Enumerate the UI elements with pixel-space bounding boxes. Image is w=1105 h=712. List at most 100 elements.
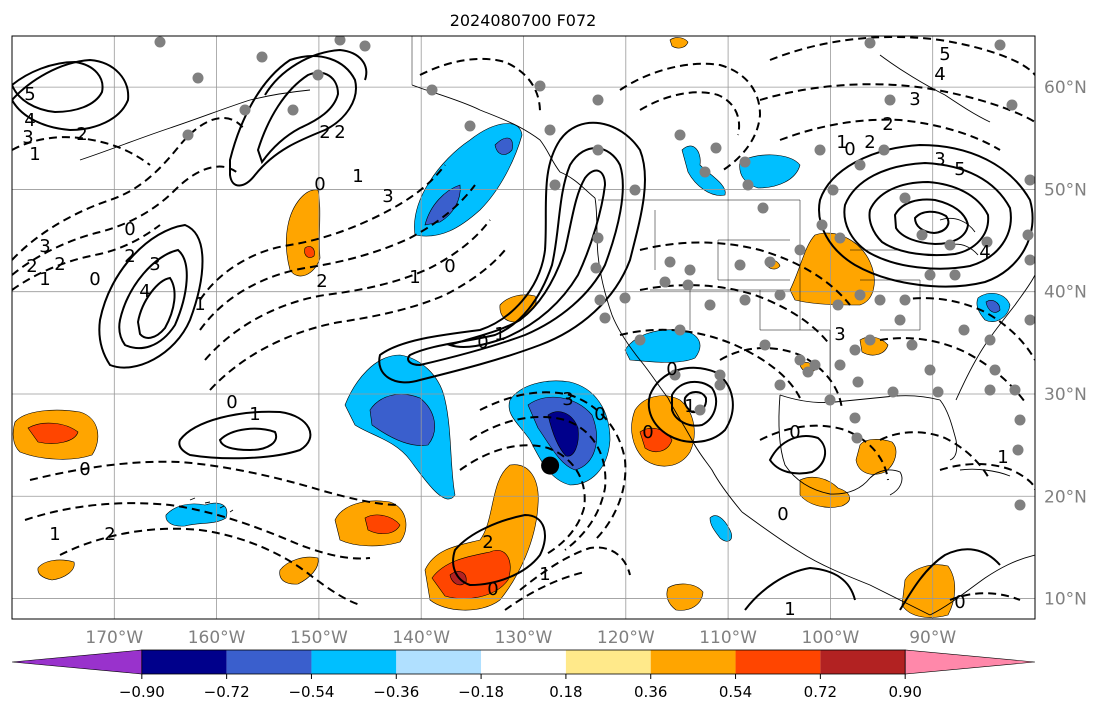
contour-label: 0 [226, 392, 237, 413]
contour-label: 2 [316, 271, 327, 292]
station-dot [426, 84, 438, 96]
positive-anomaly-small-2 [669, 37, 689, 49]
contour-label: 1 [49, 524, 60, 545]
longitude-tick-label: 120°W [597, 628, 655, 648]
station-dot [958, 324, 970, 336]
station-dot [827, 184, 839, 196]
negative-anomaly-small [709, 515, 732, 542]
solid-contours [12, 48, 1034, 611]
negative-anomaly-canada-1 [739, 154, 801, 189]
station-dot [884, 94, 896, 106]
contour-label: 5 [24, 84, 35, 105]
mexico-gulf-coast [778, 394, 871, 495]
map-title: 2024080700 F072 [450, 11, 597, 30]
station-dot [989, 364, 1001, 376]
shaded-anomalies [12, 37, 1011, 618]
colorbar-tick-label: −0.18 [458, 683, 504, 701]
positive-anomaly-mexico-south [799, 476, 850, 508]
colorbar-tick-label: 0.72 [804, 683, 837, 701]
latitude-tick-label: 30°N [1044, 385, 1087, 405]
station-dot [154, 36, 166, 48]
negative-anomaly-hawaii [165, 502, 228, 527]
station-dot [1014, 414, 1026, 426]
station-dot [592, 144, 604, 156]
central-america-coast [929, 554, 1035, 616]
station-dot [592, 94, 604, 106]
station-dot [714, 369, 726, 381]
yucatan [869, 469, 903, 496]
colorbar-outline [141, 649, 906, 675]
contour-label: 0 [777, 504, 788, 525]
station-dot [599, 312, 611, 324]
florida [939, 399, 958, 461]
contour-label: 1 [39, 269, 50, 290]
longitude-tick-label: 90°W [909, 628, 956, 648]
contour-label: 1 [29, 144, 40, 165]
station-dot [669, 369, 681, 381]
alaska-coastline [411, 84, 596, 199]
mexico-pacific-coast [741, 511, 931, 616]
station-dot [664, 256, 676, 268]
contour-label: 1 [539, 564, 550, 585]
station-dot [894, 314, 906, 326]
contour-label: 1 [684, 396, 695, 417]
positive-anomaly-small-1 [37, 559, 75, 581]
station-dot [774, 379, 786, 391]
contour-label: 3 [562, 389, 573, 410]
colorbar-segment [735, 650, 821, 674]
contour-label: 0 [666, 359, 677, 380]
contour-label: 0 [89, 269, 100, 290]
longitude-tick-label: 160°W [188, 628, 246, 648]
station-dot [742, 179, 754, 191]
station-dot [864, 37, 876, 49]
contour-label: 1 [784, 599, 795, 620]
station-dot [714, 379, 726, 391]
colorbar-segment [226, 650, 312, 674]
positive-anomaly-west-pacific-core [27, 422, 79, 444]
station-dot [851, 432, 863, 444]
station-markers [154, 36, 1035, 511]
positive-anomaly-hawaii-south [279, 556, 319, 585]
station-dot [932, 386, 944, 398]
contour-label: 0 [789, 422, 800, 443]
contour-label: 5 [954, 159, 965, 180]
latitude-tick-label: 50°N [1044, 180, 1087, 200]
contour-label: 1 [409, 267, 420, 288]
contour-label: 3 [39, 236, 50, 257]
latitude-tick-label: 40°N [1044, 283, 1087, 303]
colorbar-tick-label: −0.90 [119, 683, 165, 701]
station-dot [704, 299, 716, 311]
station-dot [899, 192, 911, 204]
station-dot [359, 40, 371, 52]
colorbar-tick-label: −0.36 [373, 683, 419, 701]
colorbar-extend-low [11, 649, 143, 675]
station-dot [590, 262, 602, 274]
contour-label: 2 [26, 256, 37, 277]
station-dot [694, 404, 706, 416]
aleutian-chain [79, 89, 311, 161]
station-dot [824, 394, 836, 406]
station-dot [592, 232, 604, 244]
station-dot [981, 236, 993, 248]
station-dot [549, 179, 561, 191]
positive-anomaly-tropical-east-core [431, 550, 511, 599]
contour-label: 0 [642, 422, 653, 443]
contour-label: 3 [22, 127, 33, 148]
station-dot [1024, 314, 1035, 326]
station-dot [984, 334, 996, 346]
contour-label: 0 [487, 579, 498, 600]
negative-anomaly-alaska-core [424, 184, 461, 226]
contour-label: 0 [444, 256, 455, 277]
contour-label: 1 [249, 404, 260, 425]
station-dot [682, 279, 694, 291]
contour-label: 4 [24, 110, 35, 131]
storm-center-marker [541, 456, 560, 475]
station-dot [256, 51, 268, 63]
positive-anomaly-central-america [901, 564, 956, 618]
colorbar-tick-label: 0.18 [549, 683, 582, 701]
station-dot [1012, 444, 1024, 456]
station-dot [874, 294, 886, 306]
station-dot [629, 184, 641, 196]
station-dot [659, 276, 671, 288]
positive-anomaly-gulf [855, 439, 897, 475]
